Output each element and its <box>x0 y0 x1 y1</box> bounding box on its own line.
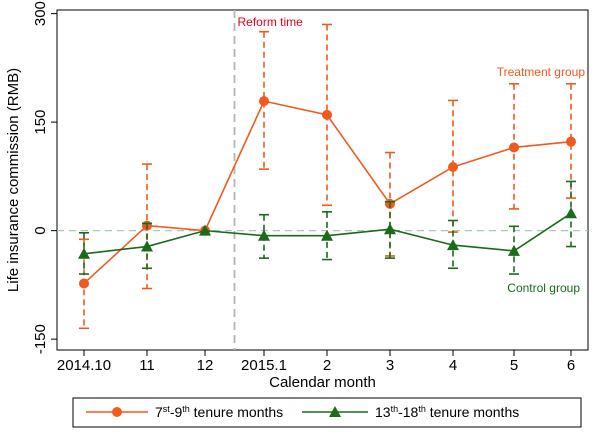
legend-marker <box>112 407 122 417</box>
legend-label-superscript: th <box>418 404 426 414</box>
legend-label-superscript: st <box>163 404 171 414</box>
data-point <box>258 229 270 241</box>
legend: 7st-9th tenure months 13th-18th tenure mo… <box>72 397 582 428</box>
data-point <box>79 278 89 289</box>
legend-label: 13th-18th tenure months <box>375 404 519 420</box>
reform-label: Reform time <box>238 15 304 29</box>
legend-marker <box>329 406 341 417</box>
data-point <box>259 96 269 107</box>
y-axis-label: Life insurance commission (RMB) <box>5 68 22 292</box>
x-tick-label: 4 <box>449 357 457 374</box>
axes: -150 0 150 300 2014.10 11 12 2015.1 2 3 4 5 6 Calenda… <box>5 1 589 391</box>
legend-label-text: -9 <box>170 404 183 420</box>
x-tick-label: 11 <box>139 357 155 374</box>
y-tick-label: -150 <box>32 324 49 354</box>
treatment-group-label: Treatment group <box>497 65 586 79</box>
data-point <box>322 109 332 120</box>
series-1 <box>78 180 577 275</box>
legend-label-superscript: th <box>391 404 399 414</box>
control-group-label: Control group <box>507 281 580 295</box>
reference-lines: Reform time <box>57 10 588 350</box>
x-tick-label: 2014.10 <box>57 357 111 374</box>
y-tick-label: 150 <box>32 110 49 135</box>
data-point <box>565 207 577 219</box>
plot-frame <box>56 9 589 351</box>
legend-label-text: -18 <box>398 404 418 420</box>
data-point <box>78 247 90 259</box>
x-tick-label: 12 <box>197 357 214 374</box>
data-point <box>384 223 396 235</box>
legend-label-text: tenure months <box>426 404 519 420</box>
y-tick-label: 0 <box>32 226 49 234</box>
x-axis-label: Calendar month <box>269 374 376 391</box>
x-tick-label: 2015.1 <box>241 357 287 374</box>
legend-label-text: 7 <box>155 404 163 420</box>
data-point <box>141 240 153 252</box>
x-tick-label: 3 <box>386 357 394 374</box>
y-tick-label: 300 <box>32 1 49 26</box>
data-point <box>199 224 211 236</box>
x-tick-label: 6 <box>567 357 575 374</box>
legend-label-text: 13 <box>375 404 391 420</box>
data-point <box>508 244 520 256</box>
x-tick-label: 5 <box>510 357 518 374</box>
legend-label: 7st-9th tenure months <box>155 404 283 420</box>
data-point <box>448 161 458 172</box>
legend-label-text: tenure months <box>190 404 283 420</box>
x-tick-label: 2 <box>323 357 331 374</box>
data-point <box>566 136 576 147</box>
series-layer <box>78 23 577 330</box>
data-point <box>509 142 519 153</box>
legend-label-superscript: th <box>182 404 190 414</box>
data-point <box>447 239 459 251</box>
data-point <box>321 229 333 241</box>
annotations: Treatment group Control group <box>497 65 586 295</box>
